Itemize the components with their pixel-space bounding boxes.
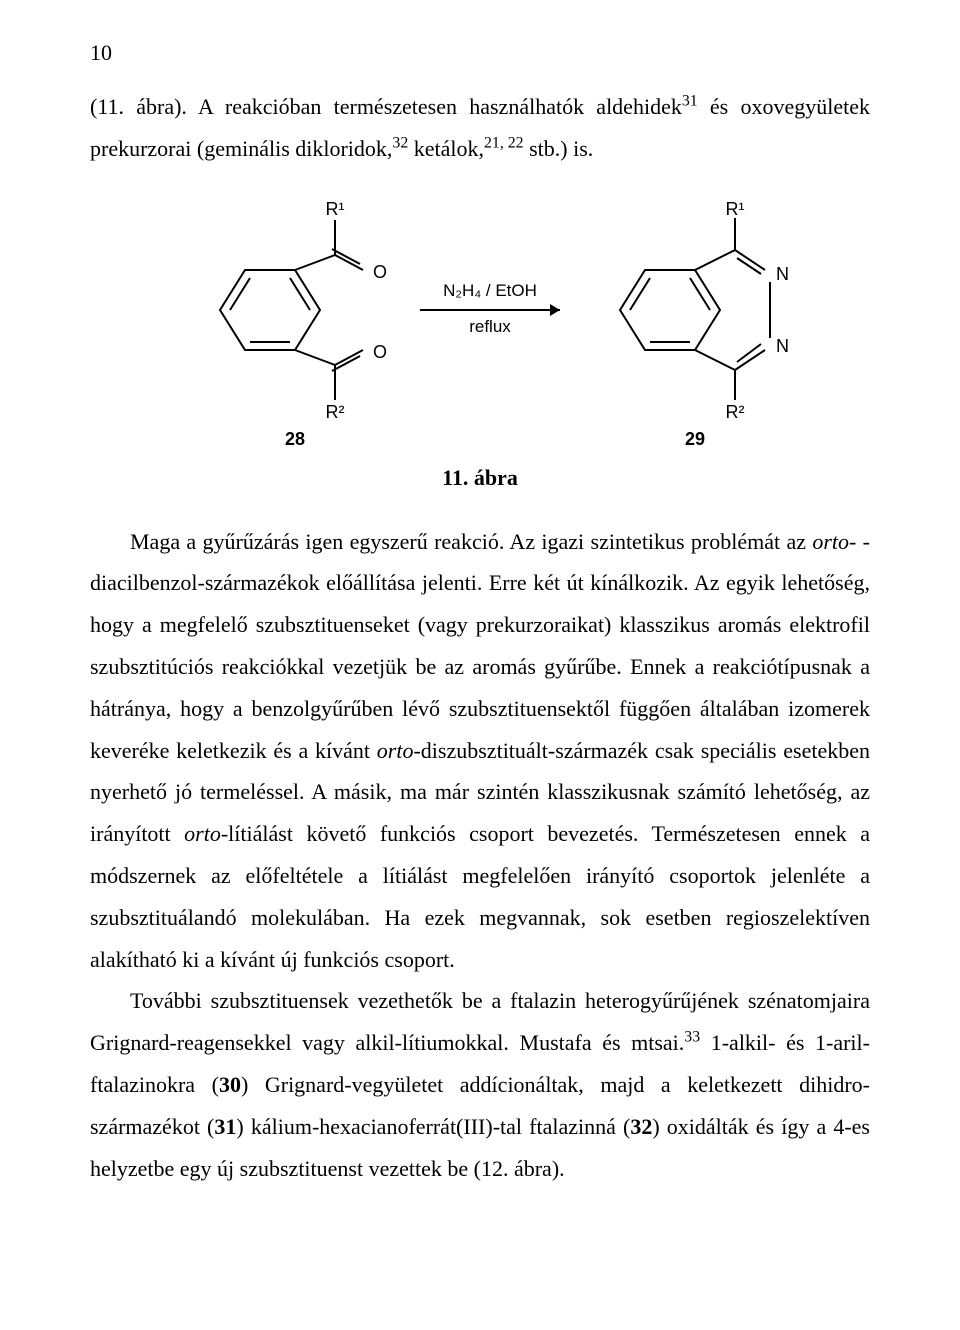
scheme-n-upper: N [776, 264, 789, 284]
p2-i1: orto [812, 529, 849, 554]
scheme-r2-left: R² [326, 402, 345, 422]
paragraph-2: Maga a gyűrűzárás igen egyszerű reakció.… [90, 521, 870, 981]
p2-b: - -diacilbenzol-származékok előállítása … [90, 529, 870, 763]
paragraph-3: További szubsztituensek vezethetők be a … [90, 980, 870, 1189]
scheme-o-lower: O [373, 342, 387, 362]
p2-i3: orto [184, 821, 221, 846]
p2-i2: orto [377, 738, 414, 763]
p3-d: ) kálium-hexacianoferrát(III)-tal ftalaz… [236, 1114, 630, 1139]
compound-28: 28 [285, 429, 305, 449]
p1-sup1: 31 [682, 93, 698, 110]
p3-bold1: 30 [219, 1072, 241, 1097]
p1-a: (11. ábra). A reakcióban természetesen h… [90, 94, 682, 119]
paragraph-1: (11. ábra). A reakcióban természetesen h… [90, 86, 870, 170]
scheme-svg: R¹ O O R² 28 N₂H₄ / EtOH reflux [160, 200, 800, 450]
compound-29: 29 [685, 429, 705, 449]
p2-a: Maga a gyűrűzárás igen egyszerű reakció.… [130, 529, 812, 554]
scheme-reagent: N₂H₄ / EtOH [443, 281, 537, 300]
p3-bold3: 32 [630, 1114, 652, 1139]
scheme-condition: reflux [469, 317, 511, 336]
p1-sup3: 21, 22 [484, 134, 524, 151]
page-number: 10 [90, 40, 870, 66]
scheme-r1-right: R¹ [726, 200, 745, 219]
p1-c: ketálok, [408, 136, 484, 161]
figure-caption: 11. ábra [90, 465, 870, 491]
p1-d: stb.) is. [524, 136, 594, 161]
p3-sup1: 33 [684, 1029, 700, 1046]
scheme-r1-left: R¹ [326, 200, 345, 219]
p1-sup2: 32 [392, 134, 408, 151]
scheme-n-lower: N [776, 336, 789, 356]
scheme-o-upper: O [373, 262, 387, 282]
reaction-scheme: R¹ O O R² 28 N₂H₄ / EtOH reflux [90, 200, 870, 455]
p3-bold2: 31 [214, 1114, 236, 1139]
scheme-r2-right: R² [726, 402, 745, 422]
